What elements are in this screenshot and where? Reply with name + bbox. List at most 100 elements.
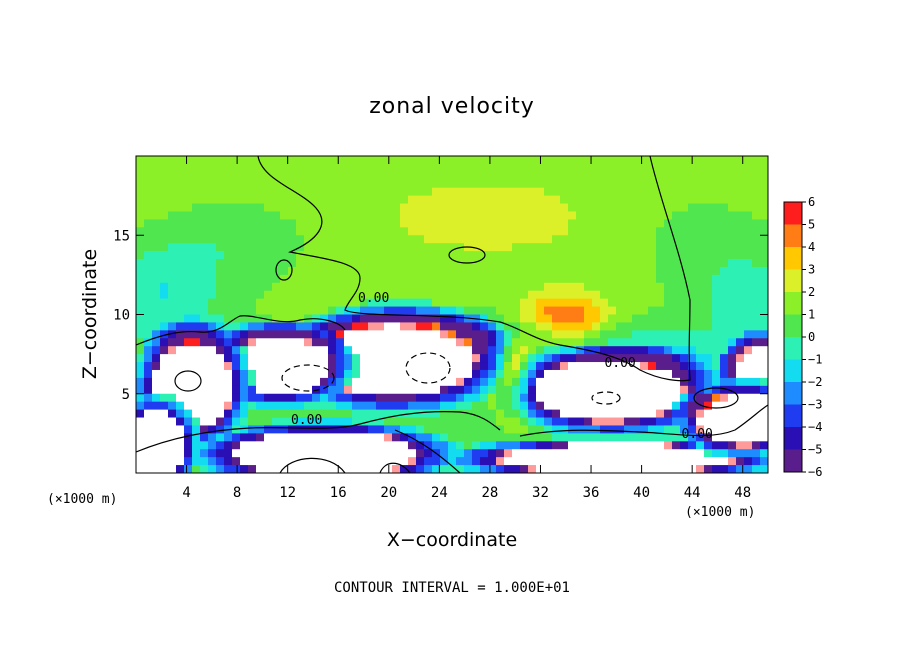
field-cell [632, 362, 641, 371]
field-cell [528, 298, 537, 308]
field-cell [592, 156, 601, 165]
field-cell [616, 235, 625, 244]
field-cell [744, 187, 753, 197]
field-cell [200, 179, 209, 189]
field-cell [648, 441, 657, 450]
field-cell [472, 465, 481, 473]
field-cell [240, 346, 249, 355]
field-cell [536, 187, 545, 197]
field-cell [720, 385, 729, 395]
field-cell [192, 377, 201, 387]
field-cell [448, 306, 457, 316]
field-cell [536, 243, 545, 252]
field-cell [536, 433, 545, 442]
field-cell [672, 219, 681, 228]
field-cell [456, 362, 465, 371]
field-cell [760, 282, 768, 292]
field-cell [224, 409, 233, 419]
field-cell [520, 203, 529, 213]
field-cell [328, 346, 337, 355]
field-cell [696, 441, 705, 450]
field-cell [192, 369, 201, 379]
field-cell [656, 377, 665, 387]
field-cell [312, 369, 321, 379]
field-cell [568, 251, 577, 260]
field-cell [712, 338, 721, 347]
field-cell [136, 457, 145, 466]
field-cell [496, 243, 505, 252]
colorbar-tick-label: −4 [808, 420, 822, 434]
field-cell [152, 203, 161, 213]
field-cell [296, 282, 305, 292]
field-cell [728, 425, 737, 434]
field-cell [480, 156, 489, 165]
field-cell [184, 385, 193, 395]
field-cell [600, 338, 609, 347]
field-cell [584, 465, 593, 473]
field-cell [744, 314, 753, 324]
field-cell [664, 171, 673, 181]
field-cell [496, 156, 505, 165]
field-cell [672, 369, 681, 379]
field-cell [496, 163, 505, 173]
field-cell [368, 298, 377, 308]
field-cell [152, 306, 161, 316]
field-cell [232, 409, 241, 419]
field-cell [336, 211, 345, 220]
field-cell [616, 314, 625, 324]
field-cell [672, 417, 681, 427]
field-cell [392, 441, 401, 450]
field-cell [624, 417, 633, 427]
field-cell [232, 187, 241, 197]
field-cell [664, 195, 673, 205]
field-cell [368, 156, 377, 165]
field-cell [760, 227, 768, 236]
field-cell [568, 425, 577, 434]
field-cell [344, 171, 353, 181]
field-cell [552, 163, 561, 173]
field-cell [512, 187, 521, 197]
field-cell [408, 298, 417, 308]
field-cell [624, 195, 633, 205]
field-cell [600, 393, 609, 403]
field-cell [448, 156, 457, 165]
field-cell [304, 449, 313, 458]
field-cell [416, 314, 425, 324]
field-cell [560, 417, 569, 427]
field-cell [376, 203, 385, 213]
field-cell [408, 377, 417, 387]
field-cell [440, 330, 449, 339]
field-cell [744, 393, 753, 403]
field-cell [272, 251, 281, 260]
field-cell [480, 251, 489, 260]
field-cell [200, 362, 209, 371]
field-cell [440, 156, 449, 165]
field-cell [496, 251, 505, 260]
field-cell [704, 266, 713, 276]
field-cell [480, 465, 489, 473]
field-cell [664, 433, 673, 442]
field-cell [408, 354, 417, 363]
field-cell [552, 306, 561, 316]
field-cell [568, 417, 577, 427]
field-cell [448, 449, 457, 458]
field-cell [752, 377, 761, 387]
field-cell [728, 322, 737, 331]
field-cell [656, 393, 665, 403]
field-cell [392, 457, 401, 466]
field-cell [272, 465, 281, 473]
field-cell [272, 187, 281, 197]
field-cell [448, 322, 457, 331]
field-cell [432, 266, 441, 276]
field-cell [208, 298, 217, 308]
field-cell [416, 243, 425, 252]
field-cell [160, 354, 169, 363]
field-cell [456, 298, 465, 308]
field-cell [256, 306, 265, 316]
field-cell [760, 409, 768, 419]
field-cell [728, 409, 737, 419]
field-cell [744, 346, 753, 355]
field-cell [544, 433, 553, 442]
field-cell [688, 441, 697, 450]
field-cell [512, 227, 521, 236]
